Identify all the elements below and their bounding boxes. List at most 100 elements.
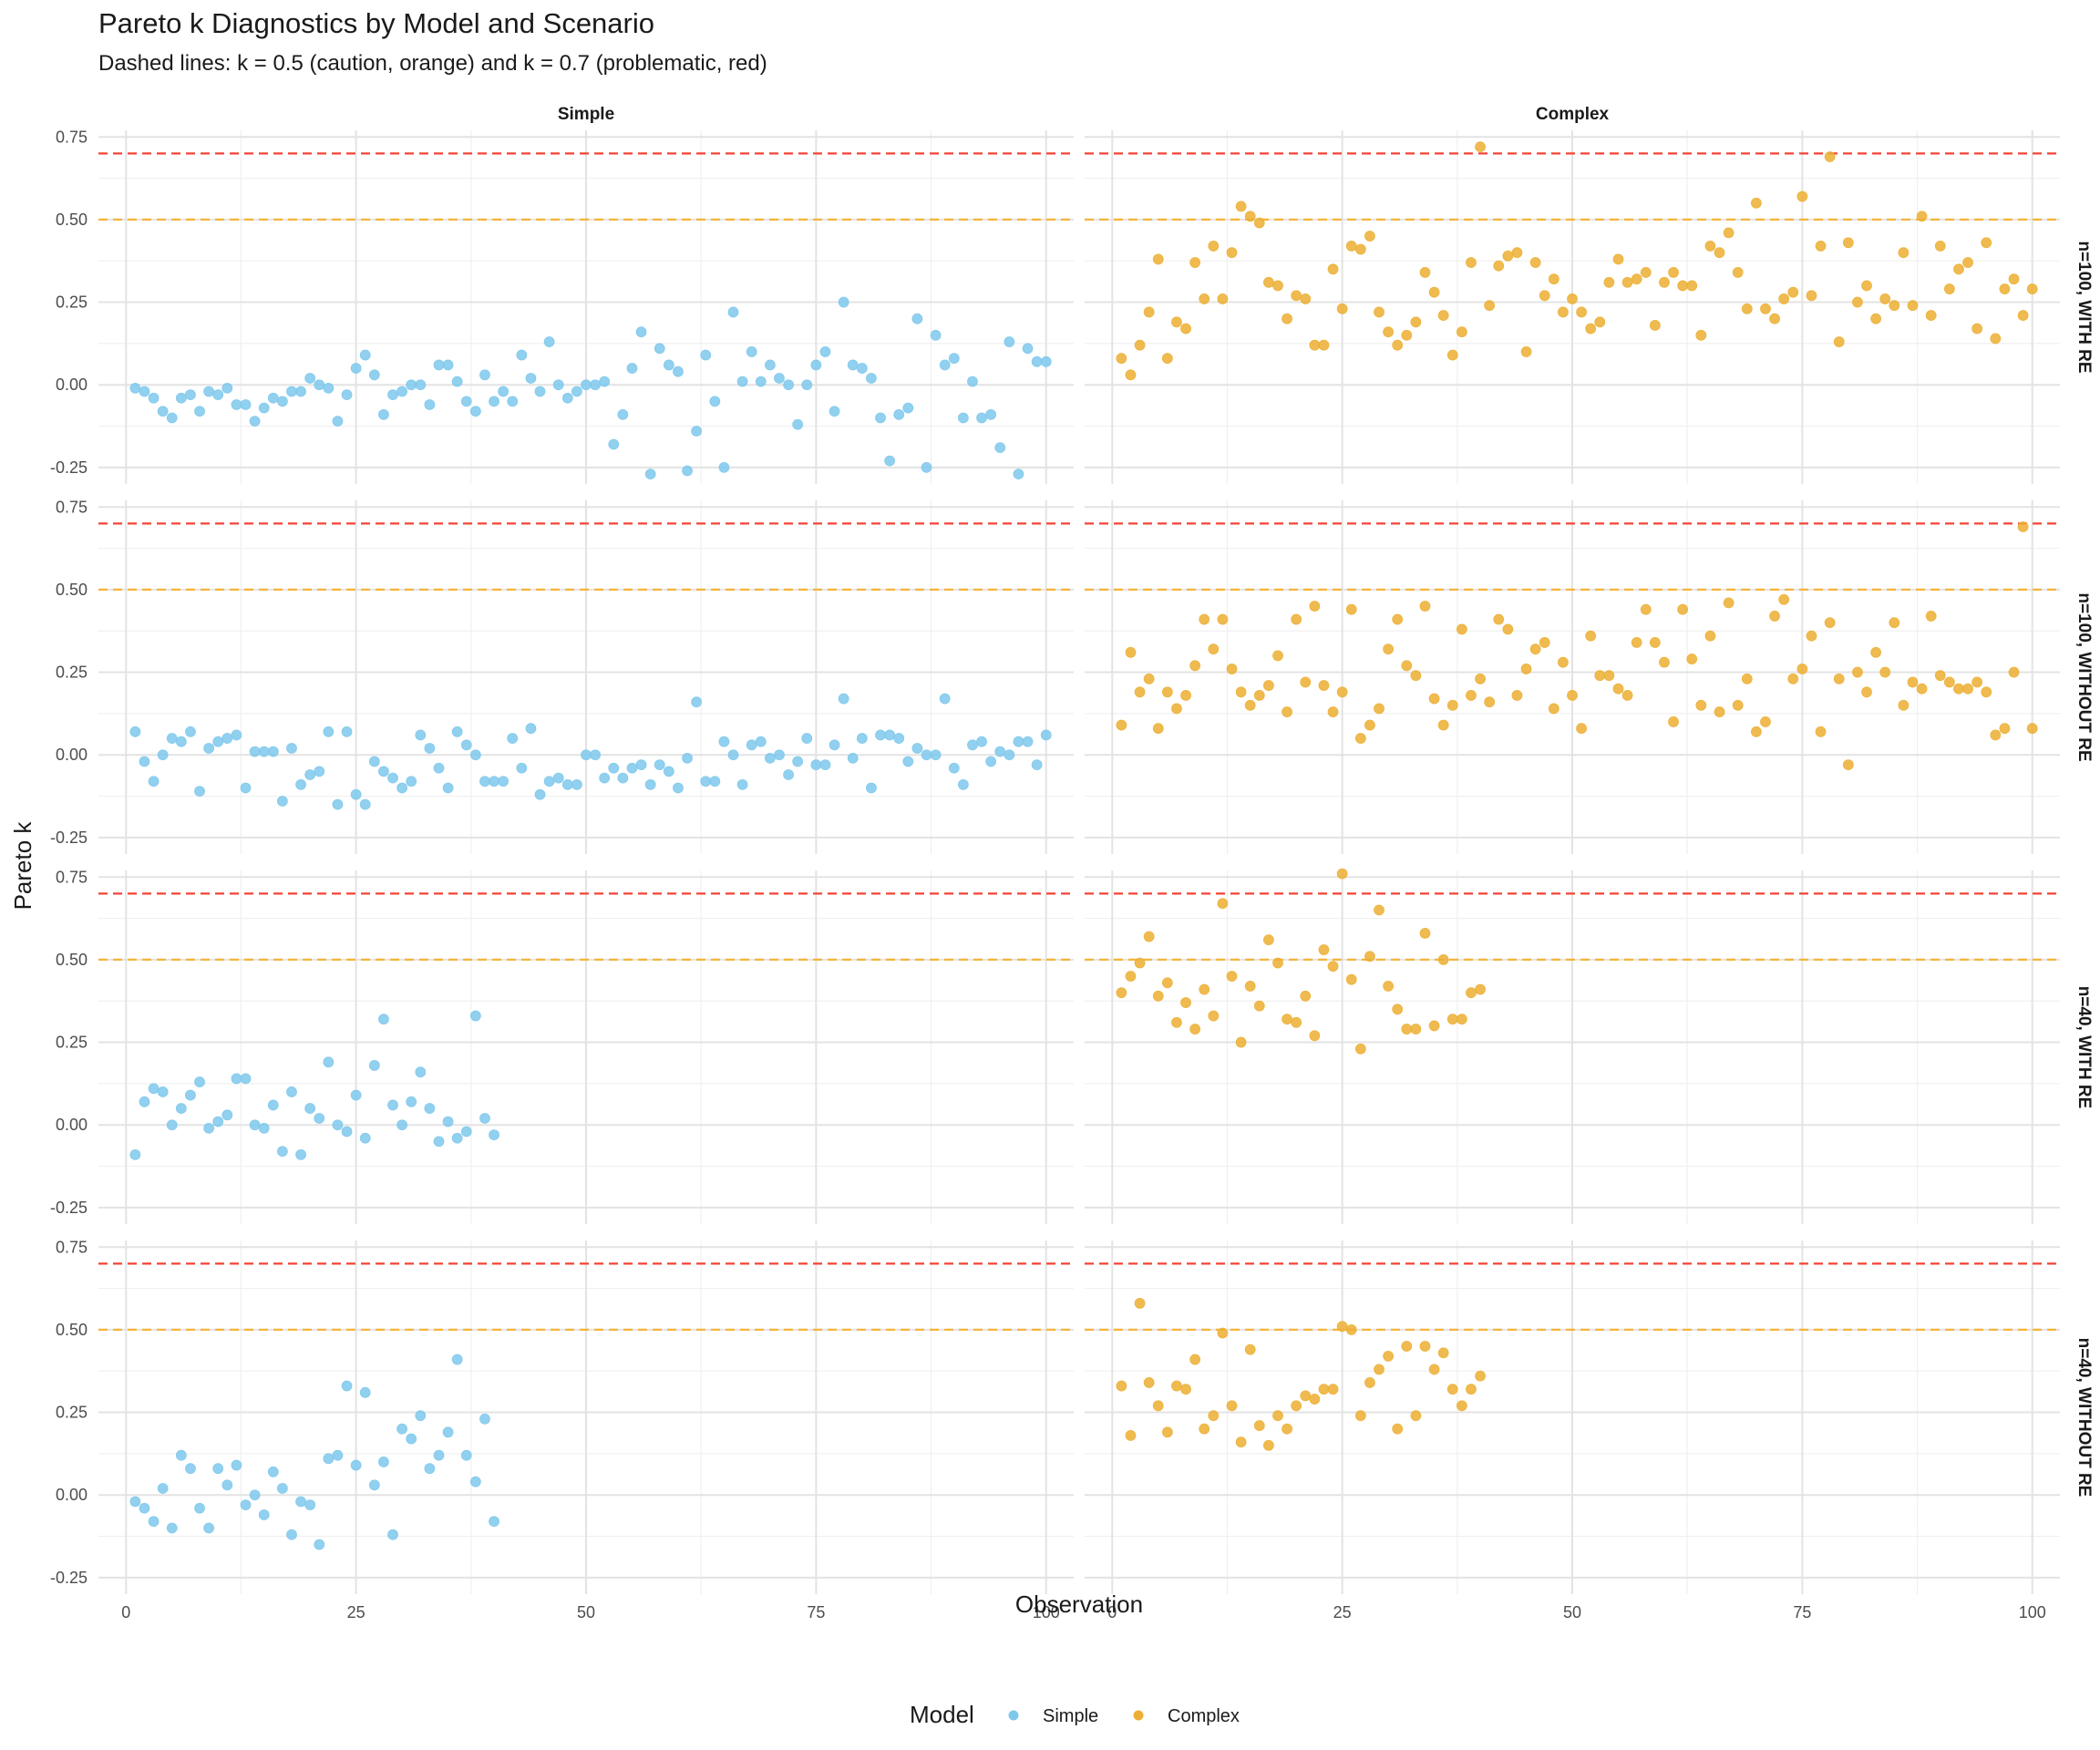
data-point (1161, 977, 1173, 989)
data-point (1253, 1000, 1265, 1012)
data-point (663, 766, 674, 777)
data-point (1484, 300, 1496, 312)
y-tick-label: 0.25 (56, 1034, 88, 1052)
data-point (1235, 686, 1247, 698)
data-point (682, 752, 693, 764)
data-point (590, 749, 601, 761)
data-point (1437, 310, 1449, 321)
data-point (240, 1499, 252, 1510)
data-point (534, 788, 546, 800)
x-tick-label: 50 (577, 1603, 595, 1621)
data-point (691, 426, 703, 437)
data-point (1134, 957, 1146, 969)
data-point (1981, 686, 1992, 698)
data-point (1354, 243, 1366, 255)
data-point (552, 772, 564, 784)
data-point (2026, 723, 2038, 735)
data-point (1419, 927, 1431, 939)
data-point (1603, 276, 1615, 288)
data-point (350, 788, 362, 800)
data-point (635, 759, 647, 770)
data-point (489, 1516, 499, 1528)
data-point (1879, 293, 1891, 304)
data-point (654, 759, 665, 770)
y-tick-label: 0.75 (56, 128, 88, 146)
data-point (516, 762, 528, 774)
data-point (286, 1086, 297, 1097)
data-point (1686, 654, 1698, 664)
data-point (1125, 971, 1137, 982)
data-point (1354, 1043, 1366, 1055)
data-point (581, 379, 592, 391)
data-point (1428, 1364, 1440, 1375)
data-point (314, 1539, 325, 1550)
data-point (1668, 267, 1679, 278)
data-point (368, 1060, 380, 1071)
data-point (1410, 1024, 1422, 1035)
data-point (1152, 723, 1164, 735)
data-point (967, 376, 978, 387)
data-point (1695, 699, 1707, 711)
data-point (489, 1129, 499, 1140)
data-point (1640, 267, 1652, 278)
data-point (608, 762, 620, 774)
data-point (1125, 1430, 1137, 1441)
data-point (1199, 613, 1210, 625)
data-point (1327, 1384, 1339, 1395)
chart-title: Pareto k Diagnostics by Model and Scenar… (98, 7, 654, 39)
data-point (1272, 1410, 1283, 1422)
data-point (406, 379, 417, 391)
data-point (424, 399, 436, 410)
data-point (1300, 676, 1312, 688)
data-point (1189, 1354, 1201, 1365)
data-point (911, 313, 923, 324)
data-point (829, 739, 840, 751)
data-point (1199, 1423, 1210, 1435)
data-point (267, 1466, 279, 1477)
data-point (1336, 868, 1348, 880)
panel-r2-c1 (1085, 870, 2060, 1224)
y-tick-label: 0.50 (56, 1321, 88, 1339)
data-point (673, 365, 684, 377)
data-point (249, 1119, 261, 1131)
data-point (396, 1119, 408, 1131)
data-point (406, 1096, 417, 1107)
data-point (175, 1449, 187, 1461)
data-point (948, 762, 960, 774)
data-point (304, 373, 316, 384)
data-point (1723, 597, 1735, 609)
data-point (1244, 1343, 1256, 1355)
data-point (460, 1449, 472, 1461)
data-point (304, 1499, 316, 1510)
data-point (810, 359, 822, 371)
data-point (1392, 1423, 1404, 1435)
data-point (332, 1119, 344, 1131)
points-complex-r3 (1116, 1297, 1486, 1451)
data-point (856, 363, 868, 374)
data-point (1824, 617, 1836, 629)
data-point (801, 379, 813, 391)
data-point (1456, 326, 1467, 338)
data-point (543, 336, 555, 347)
data-point (1787, 673, 1799, 685)
data-point (1769, 611, 1780, 622)
data-point (1842, 237, 1854, 249)
data-point (866, 373, 877, 384)
data-point (240, 1073, 252, 1085)
y-tick-label: 0.00 (56, 1486, 88, 1504)
data-point (1419, 1341, 1431, 1352)
data-point (1428, 693, 1440, 705)
data-point (1262, 276, 1274, 288)
x-tick-label: 75 (1793, 1603, 1811, 1621)
data-point (1291, 1400, 1302, 1412)
data-point (433, 1136, 445, 1148)
data-point (994, 746, 1006, 757)
data-point (267, 746, 279, 757)
data-point (1161, 686, 1173, 698)
data-point (212, 1116, 224, 1127)
data-point (1898, 247, 1910, 259)
data-point (378, 1457, 389, 1467)
data-point (1529, 257, 1541, 268)
data-point (359, 798, 371, 810)
